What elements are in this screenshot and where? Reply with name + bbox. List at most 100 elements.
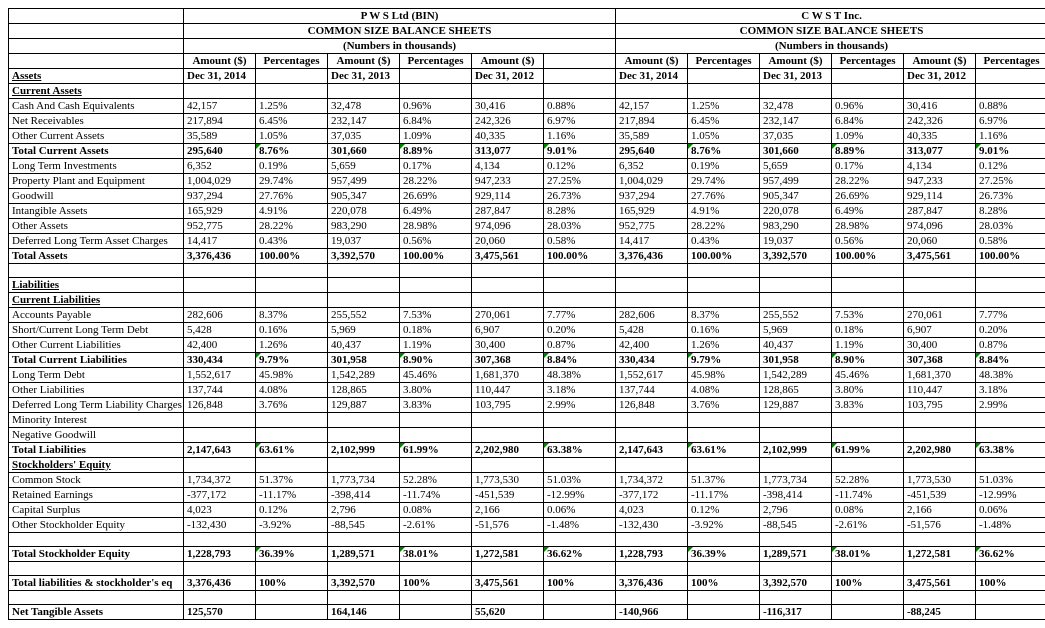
cell: 4.08% — [688, 383, 760, 398]
row-othcl: Other Current Liabilities42,4001.26%40,4… — [9, 338, 1045, 353]
cell: 1,552,617 — [184, 368, 256, 383]
cell: -1.48% — [544, 518, 616, 533]
cell: 3,392,570 — [328, 576, 400, 591]
cell: 220,078 — [328, 204, 400, 219]
cell: 3,392,570 — [760, 576, 832, 591]
current-assets-heading-row: Current Assets — [9, 84, 1045, 99]
cell — [832, 428, 904, 443]
cell: 28.22% — [832, 174, 904, 189]
cell: 232,147 — [328, 114, 400, 129]
cell: 3,475,561 — [904, 249, 976, 264]
cell: -398,414 — [328, 488, 400, 503]
cell: 295,640 — [184, 144, 256, 159]
cell: 32,478 — [328, 99, 400, 114]
cell: 1.05% — [256, 129, 328, 144]
cell: 128,865 — [328, 383, 400, 398]
cell: -3.92% — [256, 518, 328, 533]
cell: 1,773,530 — [904, 473, 976, 488]
cell: 28.22% — [400, 174, 472, 189]
row-label: Net Receivables — [9, 114, 184, 129]
cell: -88,245 — [904, 605, 976, 620]
cell: 2,202,980 — [904, 443, 976, 458]
cell: -132,430 — [184, 518, 256, 533]
row-cstock: Common Stock1,734,37251.37%1,773,73452.2… — [9, 473, 1045, 488]
cell: 1,542,289 — [328, 368, 400, 383]
cell — [976, 605, 1045, 620]
cell — [544, 428, 616, 443]
row-othse: Other Stockholder Equity-132,430-3.92%-8… — [9, 518, 1045, 533]
row-label: Minority Interest — [9, 413, 184, 428]
row-ap: Accounts Payable282,6068.37%255,5527.53%… — [9, 308, 1045, 323]
cell: 3.83% — [400, 398, 472, 413]
cell: 6.84% — [400, 114, 472, 129]
row-label: Other Assets — [9, 219, 184, 234]
cell: 165,929 — [616, 204, 688, 219]
cell: -132,430 — [616, 518, 688, 533]
row-othassets: Other Assets952,77528.22%983,29028.98%97… — [9, 219, 1045, 234]
row-tcl: Total Current Liabilities330,4349.79%301… — [9, 353, 1045, 368]
row-intang: Intangible Assets165,9294.91%220,0786.49… — [9, 204, 1045, 219]
cell: 30,416 — [904, 99, 976, 114]
cell: 45.46% — [832, 368, 904, 383]
cell — [472, 413, 544, 428]
cell: 1,542,289 — [760, 368, 832, 383]
cell: 929,114 — [472, 189, 544, 204]
cell: 8.84% — [976, 353, 1045, 368]
cell: 0.12% — [976, 159, 1045, 174]
subtitle-2: (Numbers in thousands) — [616, 39, 1045, 54]
section-heading: Liabilities — [9, 278, 184, 293]
cell: 295,640 — [616, 144, 688, 159]
cell: 0.12% — [544, 159, 616, 174]
equity-heading-row: Stockholders' Equity — [9, 458, 1045, 473]
cell: 3.76% — [688, 398, 760, 413]
cell: 8.89% — [832, 144, 904, 159]
cell: 937,294 — [616, 189, 688, 204]
cell: 3,376,436 — [184, 249, 256, 264]
cell: 0.08% — [832, 503, 904, 518]
cell: 45.98% — [256, 368, 328, 383]
cell: 30,416 — [472, 99, 544, 114]
cell: 126,848 — [184, 398, 256, 413]
cell: -2.61% — [832, 518, 904, 533]
cell: 1,228,793 — [616, 547, 688, 562]
cell: 255,552 — [328, 308, 400, 323]
column-kind-row: Amount ($) Percentages Amount ($) Percen… — [9, 54, 1045, 69]
cell: 242,326 — [472, 114, 544, 129]
cell: 1.25% — [688, 99, 760, 114]
cell: 5,659 — [328, 159, 400, 174]
cell — [184, 428, 256, 443]
cell: 929,114 — [904, 189, 976, 204]
row-label: Capital Surplus — [9, 503, 184, 518]
assets-heading: Assets — [9, 69, 184, 84]
cell: -51,576 — [904, 518, 976, 533]
cell: 2,796 — [328, 503, 400, 518]
cell: 4,023 — [184, 503, 256, 518]
cell — [400, 605, 472, 620]
cell: 1,681,370 — [472, 368, 544, 383]
cell: 3.18% — [544, 383, 616, 398]
cell: 63.61% — [256, 443, 328, 458]
cell: 7.77% — [976, 308, 1045, 323]
row-goodwill: Goodwill937,29427.76%905,34726.69%929,11… — [9, 189, 1045, 204]
cell: -451,539 — [472, 488, 544, 503]
cell: 0.56% — [832, 234, 904, 249]
cell: 26.73% — [544, 189, 616, 204]
cell: 100% — [688, 576, 760, 591]
cell: 19,037 — [760, 234, 832, 249]
cell: 0.88% — [544, 99, 616, 114]
cell: 1.26% — [256, 338, 328, 353]
row-othca: Other Current Assets35,5891.05%37,0351.0… — [9, 129, 1045, 144]
balance-sheet-table: P W S Ltd (BIN) C W S T Inc. COMMON SIZE… — [8, 8, 1045, 620]
cell: 6,907 — [904, 323, 976, 338]
cell: 947,233 — [472, 174, 544, 189]
cell — [616, 428, 688, 443]
cell: 0.58% — [544, 234, 616, 249]
cell: -377,172 — [184, 488, 256, 503]
cell: 0.88% — [976, 99, 1045, 114]
cell: 38.01% — [832, 547, 904, 562]
cell: -377,172 — [616, 488, 688, 503]
cell: 1,681,370 — [904, 368, 976, 383]
cell: 137,744 — [616, 383, 688, 398]
cell: 45.98% — [688, 368, 760, 383]
cell — [184, 413, 256, 428]
